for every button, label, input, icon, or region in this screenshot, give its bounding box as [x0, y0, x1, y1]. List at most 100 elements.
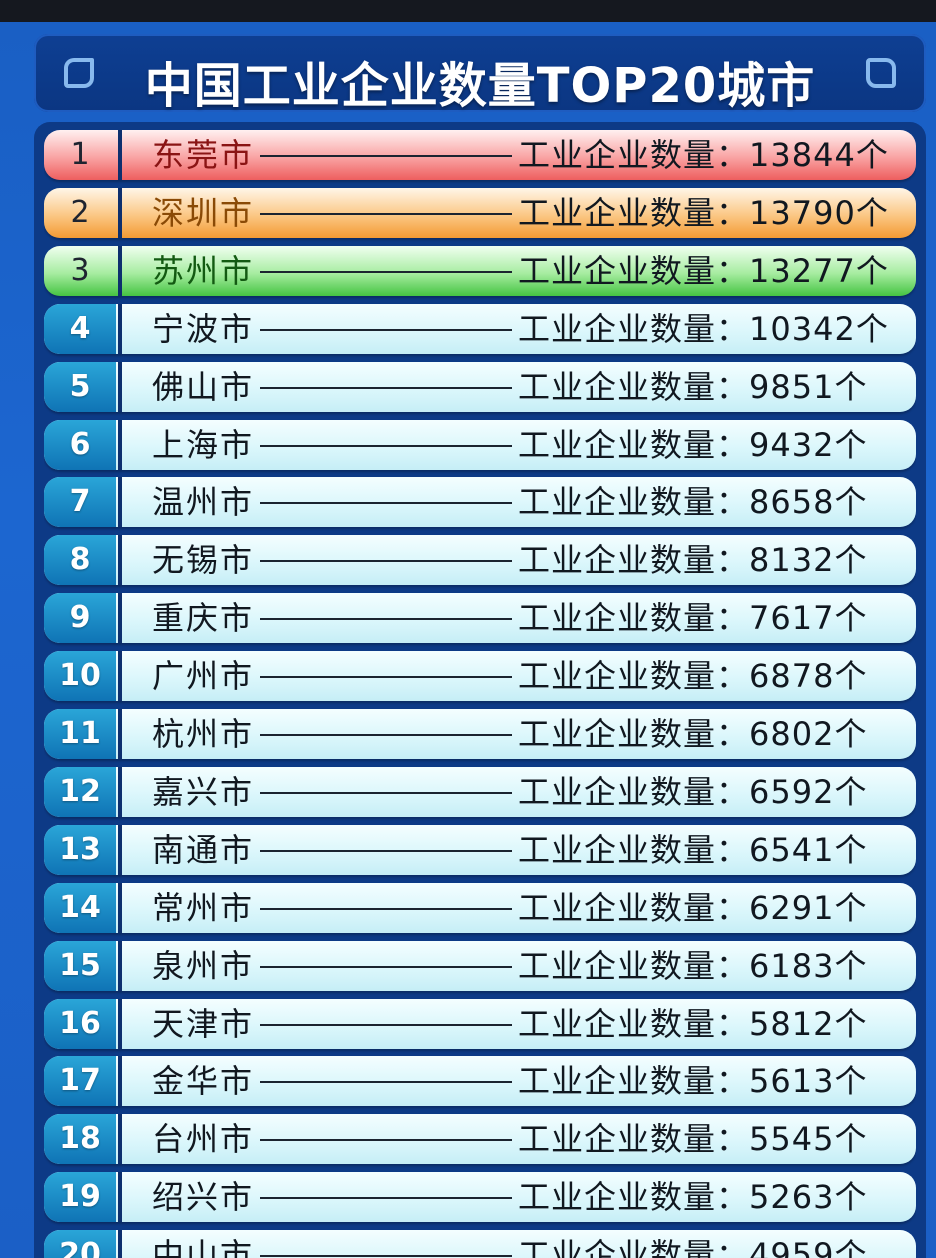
- count-value: 5545: [749, 1120, 835, 1159]
- metric-label: 工业企业数量：: [518, 136, 750, 174]
- rank-badge: 9: [44, 593, 116, 644]
- page-title: 中国工业企业数量TOP20城市: [144, 58, 816, 114]
- leader-line: [260, 1255, 512, 1258]
- city-name: 宁波市: [152, 309, 255, 348]
- enterprise-count: 工业企业数量：10342个: [518, 304, 889, 354]
- city-name: 重庆市: [152, 599, 255, 638]
- leader-line: [260, 907, 512, 910]
- metric-label: 工业企业数量：: [518, 715, 750, 753]
- count-value: 6291: [749, 888, 835, 927]
- leader-line: [260, 386, 512, 389]
- rank-badge: 8: [44, 535, 116, 586]
- unit-label: 个: [834, 1004, 868, 1043]
- rank-badge: 15: [44, 940, 116, 991]
- bracket-right-icon: [866, 58, 896, 88]
- rank-badge: 10: [44, 651, 116, 702]
- rank-divider: [118, 303, 122, 354]
- rank-badge: 19: [44, 1172, 116, 1223]
- rank-divider: [118, 1230, 122, 1258]
- table-row: 15 泉州市 工业企业数量：6183个: [44, 940, 916, 991]
- metric-label: 工业企业数量：: [518, 888, 750, 927]
- rank-badge: 4: [44, 303, 116, 354]
- table-row: 16 天津市 工业企业数量：5812个: [44, 998, 916, 1049]
- top-bar: [0, 0, 936, 22]
- leader-line: [260, 965, 512, 968]
- rank-badge: 16: [44, 998, 116, 1049]
- rank-divider: [118, 824, 122, 875]
- count-value: 13790: [749, 193, 856, 232]
- city-name: 深圳市: [152, 193, 255, 232]
- enterprise-count: 工业企业数量：5613个: [518, 1056, 867, 1106]
- metric-label: 工业企业数量：: [518, 1004, 750, 1043]
- table-row: 13 南通市 工业企业数量：6541个: [44, 824, 916, 875]
- unit-label: 个: [834, 599, 868, 638]
- metric-label: 工业企业数量：: [518, 367, 750, 406]
- unit-label: 个: [834, 1062, 868, 1101]
- count-value: 6183: [749, 946, 835, 985]
- count-value: 7617: [749, 599, 835, 638]
- rank-badge: 2: [70, 194, 90, 230]
- city-name: 泉州市: [152, 946, 255, 985]
- rank-badge: 1: [70, 137, 90, 172]
- table-row: 11 杭州市 工业企业数量：6802个: [44, 709, 916, 759]
- city-name: 苏州市: [152, 251, 255, 290]
- count-value: 13277: [749, 251, 856, 290]
- leader-line: [260, 1081, 512, 1084]
- table-row: 19 绍兴市 工业企业数量：5263个: [44, 1172, 916, 1223]
- rank-badge: 12: [44, 766, 116, 817]
- metric-label: 工业企业数量：: [518, 425, 750, 464]
- unit-label: 个: [834, 483, 868, 522]
- city-name: 杭州市: [152, 715, 255, 753]
- rank-badge: 5: [44, 361, 116, 412]
- title-banner: 中国工业企业数量TOP20城市: [34, 34, 926, 114]
- city-name: 金华市: [152, 1062, 255, 1101]
- city-name: 温州市: [152, 483, 255, 522]
- leader-line: [260, 791, 512, 794]
- rank-badge: 6: [44, 419, 116, 470]
- city-name: 佛山市: [152, 367, 255, 406]
- table-row: 10 广州市 工业企业数量：6878个: [44, 651, 916, 702]
- unit-label: 个: [834, 541, 868, 580]
- leader-line: [260, 502, 512, 505]
- rank-badge: 7: [44, 477, 116, 528]
- table-row: 17 金华市 工业企业数量：5613个: [44, 1056, 916, 1107]
- leader-line: [260, 328, 512, 331]
- city-name: 天津市: [152, 1004, 255, 1043]
- metric-label: 工业企业数量：: [518, 830, 750, 869]
- leader-line: [260, 1023, 512, 1026]
- count-value: 5812: [749, 1004, 835, 1043]
- rank-divider: [118, 361, 122, 412]
- enterprise-count: 工业企业数量：6802个: [518, 709, 867, 759]
- rank-badge: 11: [44, 709, 116, 759]
- rank-badge: 13: [44, 824, 116, 875]
- metric-label: 工业企业数量：: [518, 1178, 750, 1217]
- rank-divider: [118, 1114, 122, 1165]
- enterprise-count: 工业企业数量：8132个: [518, 535, 867, 585]
- leader-line: [260, 849, 512, 852]
- metric-label: 工业企业数量：: [518, 1236, 750, 1258]
- table-row: 14 常州市 工业企业数量：6291个: [44, 882, 916, 933]
- enterprise-count: 工业企业数量：4959个: [518, 1230, 867, 1258]
- rank-badge: 17: [44, 1056, 116, 1107]
- city-name: 南通市: [152, 830, 255, 869]
- leader-line: [260, 676, 512, 679]
- enterprise-count: 工业企业数量：6592个: [518, 767, 867, 817]
- unit-label: 个: [855, 193, 889, 232]
- table-row: 8 无锡市 工业企业数量：8132个: [44, 535, 916, 586]
- enterprise-count: 工业企业数量：13844个: [518, 130, 889, 180]
- rank-divider: [118, 130, 122, 180]
- unit-label: 个: [855, 251, 889, 290]
- count-value: 6541: [749, 830, 835, 869]
- metric-label: 工业企业数量：: [518, 1062, 750, 1101]
- unit-label: 个: [834, 367, 868, 406]
- table-row: 18 台州市 工业企业数量：5545个: [44, 1114, 916, 1165]
- leader-line: [260, 444, 512, 447]
- unit-label: 个: [834, 1236, 868, 1258]
- table-row: 20 中山市 工业企业数量：4959个: [44, 1230, 916, 1258]
- unit-label: 个: [834, 1178, 868, 1217]
- metric-label: 工业企业数量：: [518, 193, 750, 232]
- rank-divider: [118, 709, 122, 759]
- city-name: 东莞市: [152, 136, 255, 174]
- count-value: 6592: [749, 772, 835, 811]
- count-value: 6802: [749, 715, 835, 753]
